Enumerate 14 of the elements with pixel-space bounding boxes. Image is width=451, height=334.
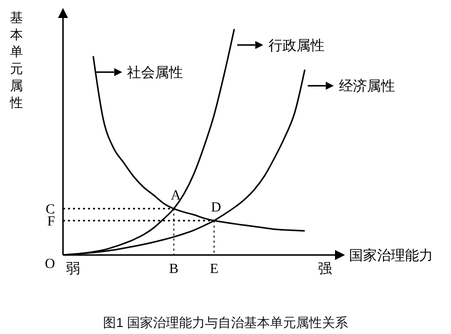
x-tick-label: 强	[318, 260, 332, 277]
legend-label: 经济属性	[338, 78, 395, 95]
y-axis-title: 基本单元属性	[9, 10, 23, 110]
x-tick-label: E	[210, 262, 218, 277]
annotation: A	[170, 188, 182, 204]
text: 图1 国家治理能力与自治基本单元属性关系	[102, 314, 349, 332]
annotation: D	[211, 200, 222, 216]
text: O	[44, 257, 55, 272]
legend-label: 社会属性	[127, 65, 184, 82]
x-tick-label: 弱	[66, 260, 80, 277]
x-tick-label: B	[169, 262, 178, 277]
x-axis-title: 国家治理能力	[349, 248, 433, 264]
series-label: F	[47, 214, 56, 230]
legend-label: 行政属性	[268, 38, 324, 54]
